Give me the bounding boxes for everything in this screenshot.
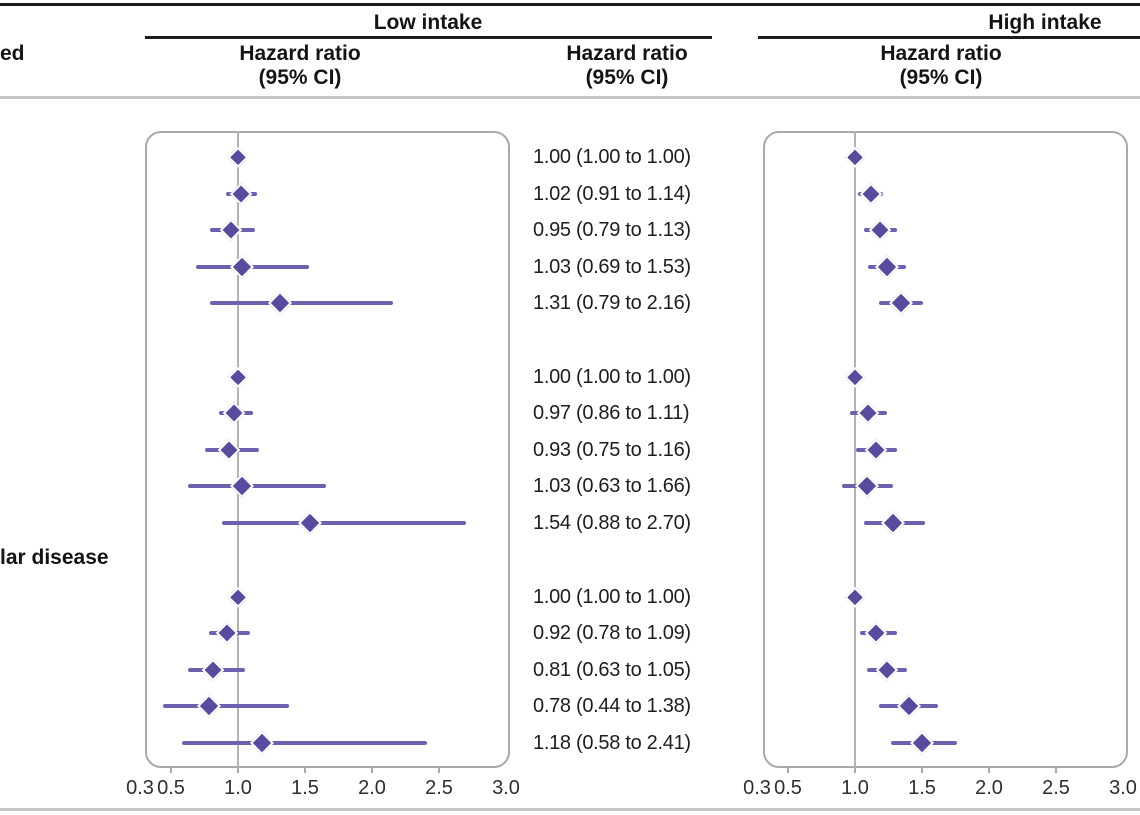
hazard-ratio-ci-value: 1.00 (1.00 to 1.00) xyxy=(533,365,691,388)
hazard-ratio-diamond xyxy=(844,586,866,607)
hazard-ratio-diamond xyxy=(227,146,249,168)
ci-line xyxy=(221,520,466,525)
header-divider-rule xyxy=(0,96,1140,99)
hazard-ratio-ci-value: 1.00 (1.00 to 1.00) xyxy=(533,146,691,168)
axis-tick-high xyxy=(988,768,990,773)
hazard-ratio-diamond xyxy=(865,438,888,461)
hazard-ratio-diamond xyxy=(896,693,921,719)
hazard-ratio-diamond xyxy=(298,510,323,535)
axis-tick-label-low: 1.5 xyxy=(291,777,319,799)
hazard-ratio-diamond xyxy=(888,290,913,316)
hazard-ratio-header-line2: (95% CI) xyxy=(899,66,983,89)
axis-tick-label-low: 1.0 xyxy=(224,777,252,799)
hazard-ratio-diamond xyxy=(229,182,252,205)
hazard-ratio-header-low-plot: Hazard ratio (95% CI) xyxy=(190,42,410,90)
axis-tick-low xyxy=(304,768,306,773)
hazard-ratio-diamond xyxy=(875,254,900,279)
hazard-ratio-ci-value: 1.18 (0.58 to 2.41) xyxy=(533,731,691,754)
ci-line xyxy=(209,301,394,305)
axis-tick-label-low: 3.0 xyxy=(492,777,520,799)
axis-tick-low xyxy=(237,768,239,773)
hazard-ratio-diamond xyxy=(250,730,275,755)
hazard-ratio-diamond xyxy=(227,586,249,607)
hazard-ratio-ci-value: 1.31 (0.79 to 2.16) xyxy=(533,292,691,314)
hazard-ratio-header-low-text: Hazard ratio (95% CI) xyxy=(517,42,737,90)
axis-tick-label-high: 2.5 xyxy=(1042,777,1070,799)
hazard-ratio-diamond xyxy=(909,730,935,755)
axis-tick-label-high: 0.3 xyxy=(743,777,771,799)
ci-line xyxy=(188,484,327,488)
hazard-ratio-ci-value: 1.00 (1.00 to 1.00) xyxy=(533,585,691,608)
hazard-ratio-header-line2: (95% CI) xyxy=(585,66,669,89)
reference-line-high xyxy=(854,131,856,768)
hazard-ratio-ci-value: 0.95 (0.79 to 1.13) xyxy=(533,219,691,241)
hazard-ratio-diamond xyxy=(880,510,905,535)
left-column-header-fragment: ed xyxy=(0,42,25,65)
hazard-ratio-diamond xyxy=(844,366,866,387)
column-header-low-intake: Low intake xyxy=(373,11,483,34)
axis-tick-label-high: 0.5 xyxy=(774,777,802,799)
hazard-ratio-ci-value: 1.02 (0.91 to 1.14) xyxy=(533,182,691,205)
axis-tick-label-low: 2.5 xyxy=(425,777,453,799)
group-label-fragment-cardiovascular-disease: lar disease xyxy=(0,546,109,569)
hazard-ratio-ci-value: 0.97 (0.86 to 1.11) xyxy=(533,402,690,424)
hazard-ratio-header-line1: Hazard ratio xyxy=(566,42,688,65)
axis-tick-high xyxy=(854,768,856,773)
hazard-ratio-header-high-plot: Hazard ratio (95% CI) xyxy=(831,42,1051,90)
hazard-ratio-diamond xyxy=(201,658,224,681)
forest-panel-high-intake xyxy=(763,131,1128,768)
hazard-ratio-diamond xyxy=(215,621,239,645)
ci-line xyxy=(162,704,289,708)
high-intake-underline xyxy=(758,36,1140,39)
hazard-ratio-diamond xyxy=(227,366,249,387)
axis-tick-label-low: 2.0 xyxy=(358,777,386,799)
hazard-ratio-ci-value: 0.78 (0.44 to 1.38) xyxy=(533,695,691,717)
top-rule xyxy=(0,3,1140,6)
low-intake-underline xyxy=(145,36,712,39)
hazard-ratio-header-line1: Hazard ratio xyxy=(880,42,1002,65)
axis-tick-high xyxy=(921,768,923,773)
hazard-ratio-diamond xyxy=(229,473,255,499)
hazard-ratio-diamond xyxy=(875,658,899,681)
column-header-high-intake: High intake xyxy=(988,11,1102,34)
axis-tick-label-high: 1.5 xyxy=(908,777,936,799)
bottom-rule xyxy=(0,808,1140,811)
hazard-ratio-diamond xyxy=(865,621,888,645)
hazard-ratio-header-line1: Hazard ratio xyxy=(239,42,361,65)
hazard-ratio-diamond xyxy=(857,401,880,425)
axis-tick-label-high: 1.0 xyxy=(841,777,869,799)
ci-line xyxy=(181,740,427,745)
axis-tick-low xyxy=(438,768,440,773)
hazard-ratio-ci-value: 0.92 (0.78 to 1.09) xyxy=(533,622,691,644)
hazard-ratio-ci-value: 1.03 (0.63 to 1.66) xyxy=(533,475,691,497)
axis-tick-low xyxy=(170,768,172,773)
axis-tick-high xyxy=(787,768,789,773)
hazard-ratio-ci-value: 0.81 (0.63 to 1.05) xyxy=(533,658,691,681)
hazard-ratio-diamond xyxy=(267,290,292,316)
hazard-ratio-diamond xyxy=(229,254,255,279)
axis-tick-label-low: 0.5 xyxy=(157,777,185,799)
hazard-ratio-diamond xyxy=(859,182,883,205)
hazard-ratio-diamond xyxy=(222,401,246,425)
axis-tick-label-high: 2.0 xyxy=(975,777,1003,799)
axis-tick-low xyxy=(371,768,373,773)
hazard-ratio-diamond xyxy=(844,146,866,168)
axis-tick-label-high: 3.0 xyxy=(1109,777,1137,799)
hazard-ratio-header-line2: (95% CI) xyxy=(258,66,342,89)
hazard-ratio-ci-value: 0.93 (0.75 to 1.16) xyxy=(533,438,691,461)
hazard-ratio-diamond xyxy=(219,218,243,242)
hazard-ratio-ci-value: 1.54 (0.88 to 2.70) xyxy=(533,511,691,534)
hazard-ratio-diamond xyxy=(855,473,880,499)
hazard-ratio-ci-value: 1.03 (0.69 to 1.53) xyxy=(533,255,691,278)
hazard-ratio-diamond xyxy=(196,693,221,719)
axis-tick-label-low: 0.3 xyxy=(126,777,154,799)
hazard-ratio-diamond xyxy=(869,218,892,242)
axis-tick-high xyxy=(1055,768,1057,773)
